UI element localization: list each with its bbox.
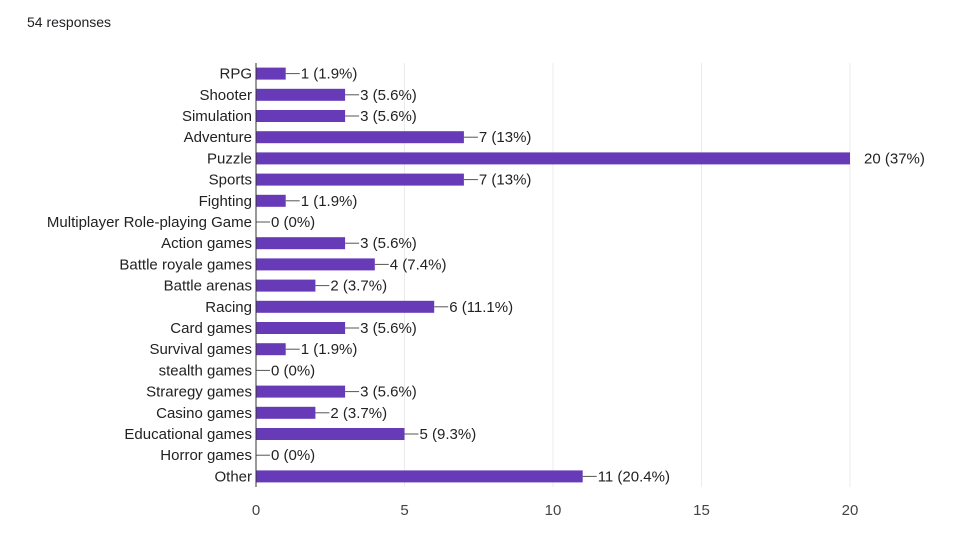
bar	[256, 152, 850, 165]
category-label: Straregy games	[146, 384, 252, 401]
bar	[256, 300, 435, 313]
category-label: Battle royale games	[119, 256, 252, 273]
bar	[256, 428, 405, 440]
bar	[256, 385, 346, 398]
category-label: Racing	[205, 299, 252, 316]
data-label: 3 (5.6%)	[360, 108, 417, 125]
bar	[256, 322, 346, 334]
responses-count: 54 responses	[27, 14, 112, 30]
bar	[256, 237, 346, 250]
data-label: 1 (1.9%)	[301, 66, 358, 83]
bar	[256, 470, 583, 483]
category-label: Horror games	[160, 447, 252, 464]
data-label: 3 (5.6%)	[360, 87, 417, 104]
bar	[256, 194, 286, 207]
data-label: 3 (5.6%)	[360, 235, 417, 252]
category-label: Action games	[161, 235, 252, 252]
data-label: 3 (5.6%)	[360, 384, 417, 401]
x-tick-label: 15	[693, 502, 710, 519]
category-label: Fighting	[199, 193, 252, 210]
category-label: RPG	[219, 66, 252, 83]
bar	[256, 173, 464, 186]
category-label: Adventure	[184, 129, 252, 146]
category-label: Card games	[170, 320, 252, 337]
category-label: Simulation	[182, 108, 252, 125]
category-label: Puzzle	[207, 150, 252, 167]
category-label: Casino games	[156, 405, 252, 422]
bar	[256, 343, 286, 356]
data-label: 1 (1.9%)	[301, 193, 358, 210]
bar	[256, 67, 286, 80]
data-label: 2 (3.7%)	[330, 405, 387, 422]
category-label: Battle arenas	[164, 278, 252, 295]
data-label: 0 (0%)	[271, 214, 315, 231]
data-label: 0 (0%)	[271, 447, 315, 464]
data-label: 0 (0%)	[271, 362, 315, 379]
category-label: Educational games	[124, 426, 252, 443]
x-tick-label: 0	[252, 502, 260, 519]
data-label: 1 (1.9%)	[301, 341, 358, 358]
data-label: 11 (20.4%)	[598, 468, 670, 485]
category-label: Sports	[209, 172, 252, 189]
x-tick-label: 20	[842, 502, 859, 519]
data-label: 7 (13%)	[479, 129, 532, 146]
bar	[256, 406, 316, 419]
category-label: stealth games	[159, 362, 252, 379]
x-tick-label: 5	[400, 502, 408, 519]
category-label: Multiplayer Role-playing Game	[47, 214, 252, 231]
bar	[256, 88, 346, 101]
category-label: Other	[214, 468, 252, 485]
data-label: 6 (11.1%)	[449, 299, 513, 316]
category-label: Survival games	[149, 341, 252, 358]
bar	[256, 110, 346, 122]
data-label: 7 (13%)	[479, 172, 532, 189]
bar	[256, 258, 375, 271]
data-label: 20 (37%)	[864, 150, 925, 167]
x-tick-label: 10	[545, 502, 562, 519]
data-label: 2 (3.7%)	[330, 278, 387, 295]
data-label: 3 (5.6%)	[360, 320, 417, 337]
category-label: Shooter	[199, 87, 252, 104]
bar	[256, 279, 316, 292]
data-label: 4 (7.4%)	[390, 256, 447, 273]
bar	[256, 131, 464, 144]
data-label: 5 (9.3%)	[420, 426, 477, 443]
